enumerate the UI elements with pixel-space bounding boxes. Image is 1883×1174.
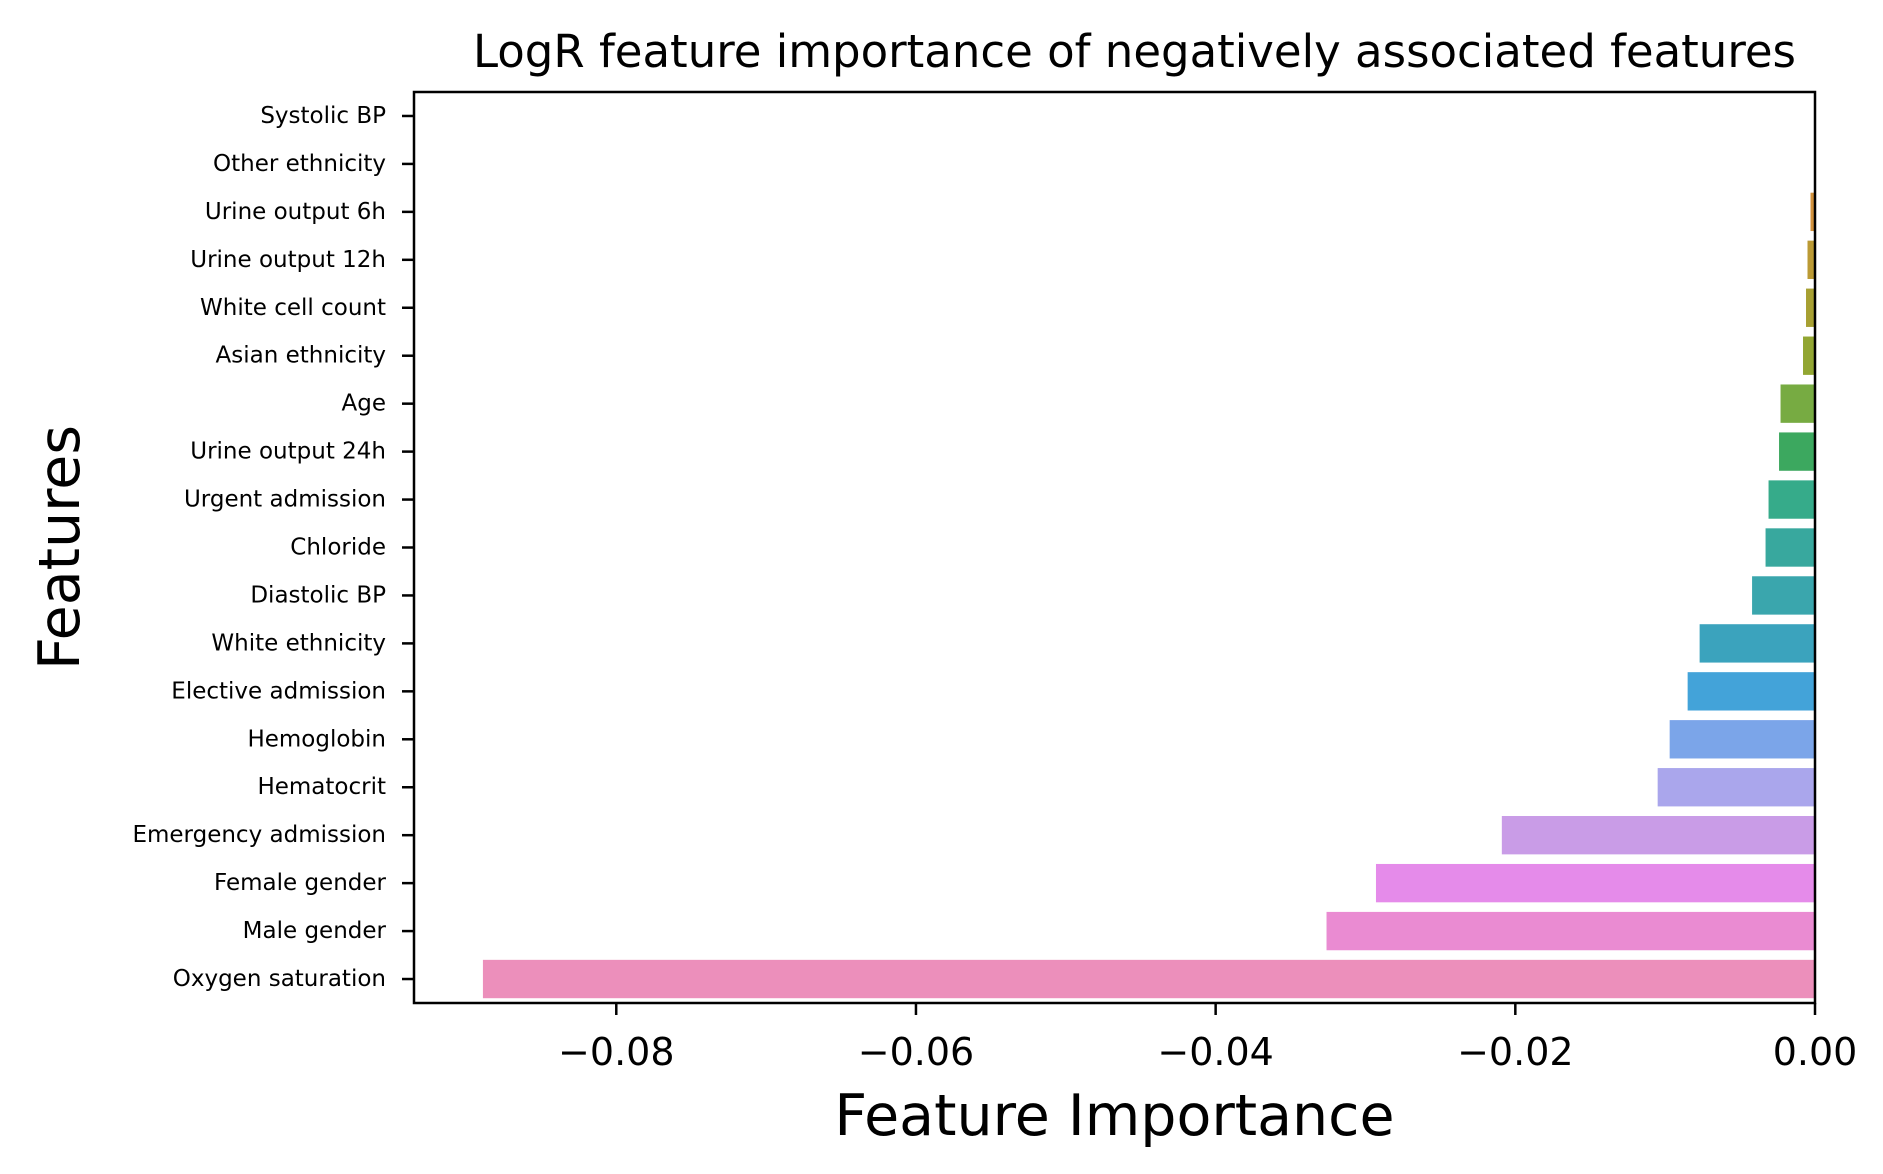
bar	[1687, 672, 1815, 711]
y-tick-label: Systolic BP	[260, 103, 386, 129]
x-tick-label: −0.04	[1157, 1030, 1273, 1074]
x-axis-title: Feature Importance	[834, 1083, 1394, 1149]
y-tick-label: Urgent admission	[184, 487, 386, 513]
y-tick-label: Hematocrit	[257, 774, 386, 800]
bar	[1752, 576, 1815, 615]
x-tick-label: −0.08	[558, 1030, 674, 1074]
y-tick-label: Other ethnicity	[213, 151, 386, 177]
bar	[1768, 480, 1815, 519]
x-tick-label: −0.02	[1457, 1030, 1573, 1074]
bar	[1375, 863, 1815, 903]
y-tick-label: Urine output 6h	[205, 199, 386, 225]
y-tick-label: Female gender	[214, 870, 387, 896]
y-tick-label: Chloride	[290, 535, 386, 561]
chart-title: LogR feature importance of negatively as…	[473, 25, 1796, 78]
bar	[1807, 240, 1815, 279]
bar	[482, 959, 1815, 999]
y-tick-label: Asian ethnicity	[216, 343, 386, 369]
bar	[1803, 336, 1815, 375]
bar	[1810, 192, 1815, 232]
y-axis-title: Features	[27, 425, 93, 670]
x-tick-label: 0.00	[1773, 1030, 1858, 1074]
y-tick-label: Age	[342, 391, 386, 417]
y-tick-label: White ethnicity	[211, 630, 386, 656]
y-tick-label: Oxygen saturation	[173, 966, 386, 992]
bar	[1779, 432, 1815, 471]
x-tick-label: −0.06	[858, 1030, 974, 1074]
y-tick-label: Urine output 12h	[190, 247, 386, 273]
y-tick-label: Hemoglobin	[247, 726, 386, 752]
bar	[1326, 911, 1815, 951]
bar	[1501, 816, 1815, 855]
x-axis: −0.08 −0.06 −0.04 −0.02 0.00	[558, 1003, 1857, 1074]
y-tick-label: Urine output 24h	[190, 439, 386, 465]
bar	[1699, 624, 1815, 663]
bar	[1780, 384, 1815, 423]
y-tick-label: Diastolic BP	[250, 582, 386, 608]
y-tick-label: White cell count	[200, 295, 386, 321]
y-axis: Systolic BP Other ethnicity Urine output 6…	[132, 103, 414, 992]
plot-frame	[412, 90, 1817, 1005]
bar	[1669, 720, 1815, 759]
y-tick-label: Elective admission	[171, 678, 386, 704]
y-tick-label: Emergency admission	[132, 822, 386, 848]
y-tick-label: Male gender	[243, 918, 387, 944]
bar	[1806, 288, 1815, 327]
bar	[1657, 768, 1815, 807]
bar	[1765, 528, 1815, 567]
bars-group	[482, 192, 1815, 999]
